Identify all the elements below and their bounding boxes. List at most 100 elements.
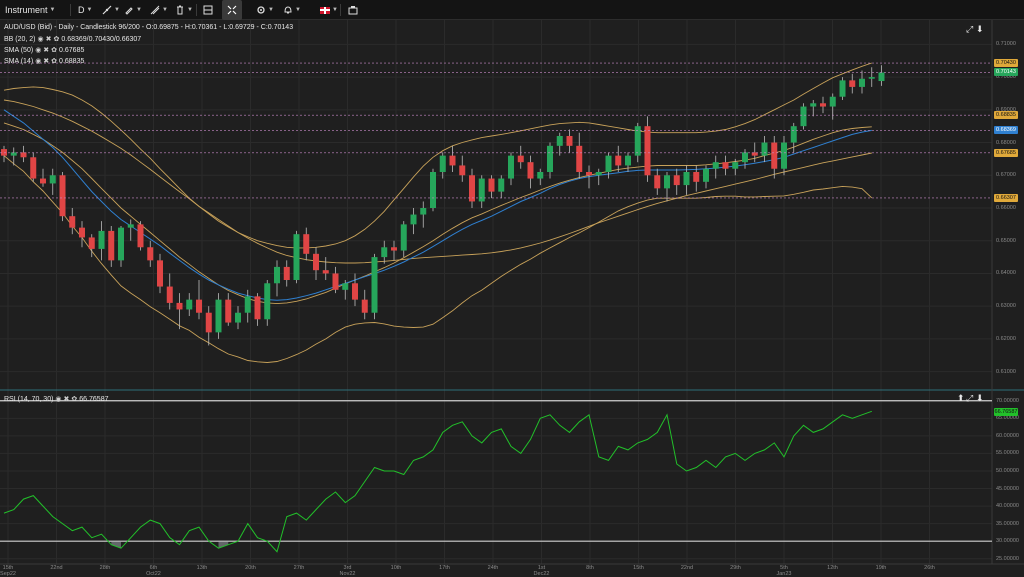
time-tick-label: 19th	[866, 565, 896, 571]
move-rsi-down-button[interactable]: ⬇	[976, 393, 984, 404]
candle	[820, 96, 826, 114]
candle	[49, 168, 56, 195]
gear-icon[interactable]: ✿	[51, 58, 58, 65]
gear-icon[interactable]: ✿	[53, 36, 60, 43]
maximize-panel-button[interactable]: ⤢	[966, 24, 973, 35]
candle-body	[274, 266, 280, 284]
crosshair-button[interactable]	[222, 0, 242, 20]
settings-icon	[257, 6, 265, 14]
candle-body	[478, 178, 485, 202]
candle-body	[439, 155, 446, 172]
sma50-name: SMA (50)	[4, 46, 34, 54]
candle-body	[634, 126, 641, 156]
layout-button[interactable]	[203, 0, 213, 20]
candle	[693, 165, 700, 192]
candle-body	[732, 162, 739, 169]
instrument-selector[interactable]: Instrument ▼	[5, 0, 55, 20]
layout-icon	[203, 5, 213, 15]
close-icon[interactable]: ✖	[45, 36, 52, 43]
line-tools-button[interactable]: ▼	[102, 0, 120, 20]
maximize-rsi-button[interactable]: ⤢	[966, 393, 973, 404]
candle	[410, 208, 417, 235]
move-panel-down-button[interactable]: ⬇	[976, 24, 984, 35]
eye-icon[interactable]: ◉	[35, 58, 42, 65]
timeframe-label: D	[78, 5, 85, 15]
candle	[371, 253, 378, 320]
grid-lines	[0, 20, 1024, 565]
close-icon[interactable]: ✖	[63, 396, 70, 403]
candle-body	[508, 155, 514, 179]
eye-icon[interactable]: ◉	[37, 36, 44, 43]
price-tick-label: 0.71000	[996, 41, 1016, 48]
price-tick-label: 0.68000	[996, 139, 1016, 146]
candle	[430, 168, 436, 212]
candle	[98, 221, 105, 261]
gear-icon[interactable]: ✿	[51, 47, 58, 54]
language-selector[interactable]: ▼	[320, 0, 338, 20]
candle	[322, 257, 329, 280]
time-tick-day: 10th	[390, 565, 402, 571]
eye-icon[interactable]: ◉	[35, 47, 42, 54]
settings-button[interactable]: ▼	[256, 0, 274, 20]
time-tick-day: 24th	[487, 565, 499, 571]
toolbar-divider	[70, 4, 71, 16]
candle	[800, 103, 807, 130]
candle-body	[488, 178, 495, 192]
price-tag: 0.68369	[994, 126, 1018, 135]
candle-body	[10, 152, 17, 156]
candle-body	[79, 227, 85, 238]
time-tick-label: 10th	[381, 565, 411, 571]
candle	[722, 155, 729, 176]
time-tick-day: 22nd	[50, 565, 63, 571]
timeframe-selector[interactable]: D ▼	[78, 0, 92, 20]
eye-icon[interactable]: ◉	[55, 396, 62, 403]
delete-drawings-button[interactable]: ▼	[175, 0, 193, 20]
candle-body	[176, 302, 183, 310]
candle	[215, 293, 222, 339]
screenshot-button[interactable]	[348, 0, 358, 20]
candle	[868, 67, 875, 87]
rsi-value-tag: 66.76587	[994, 408, 1018, 417]
time-tick-label: 22nd	[42, 565, 72, 571]
candle-body	[742, 152, 748, 163]
time-tick-day: 3rd	[343, 565, 352, 571]
candle	[683, 165, 690, 195]
candle	[303, 227, 310, 261]
price-tick-label: 0.66000	[996, 205, 1016, 211]
time-tick-day: 29th	[730, 565, 741, 571]
trash-icon	[177, 5, 183, 15]
price-tag: 0.70143	[994, 68, 1018, 77]
price-tick-label: 0.64000	[996, 270, 1016, 277]
chevron-down-icon: ▼	[268, 7, 274, 13]
gear-icon[interactable]: ✿	[71, 396, 78, 403]
candle-body	[1, 149, 7, 156]
rsi-oversold-fill	[111, 541, 121, 549]
candle-body	[361, 299, 368, 313]
candle-body	[215, 299, 222, 333]
candle	[810, 100, 817, 117]
close-icon[interactable]: ✖	[43, 47, 50, 54]
candle-body	[664, 175, 670, 189]
candle	[1, 145, 7, 163]
rsi-oversold-fill	[218, 541, 229, 549]
chart-canvas[interactable]	[0, 20, 1024, 576]
candle-body	[147, 247, 154, 261]
candle-body	[839, 80, 846, 97]
move-panel-up-button[interactable]: ⬆	[957, 393, 965, 404]
close-icon[interactable]: ✖	[43, 58, 50, 65]
candle	[166, 273, 173, 310]
pen-tools-button[interactable]: ▼	[124, 0, 142, 20]
time-tick-day: 19th	[875, 565, 887, 571]
candle	[781, 136, 787, 176]
rsi-tick-label: 55.00000	[996, 450, 1019, 457]
time-tick-label: 12th	[818, 565, 848, 571]
candle-body	[849, 80, 856, 87]
candle	[313, 247, 319, 280]
time-tick-day: 28th	[99, 565, 111, 571]
candle-body	[157, 260, 163, 287]
price-tag: 0.70430	[994, 59, 1018, 68]
candle	[634, 122, 641, 163]
alerts-button[interactable]: ▼	[283, 0, 301, 20]
bb-values: 0.68369/0.70430/0.66307	[61, 35, 142, 43]
measure-button[interactable]: ▼	[150, 0, 168, 20]
